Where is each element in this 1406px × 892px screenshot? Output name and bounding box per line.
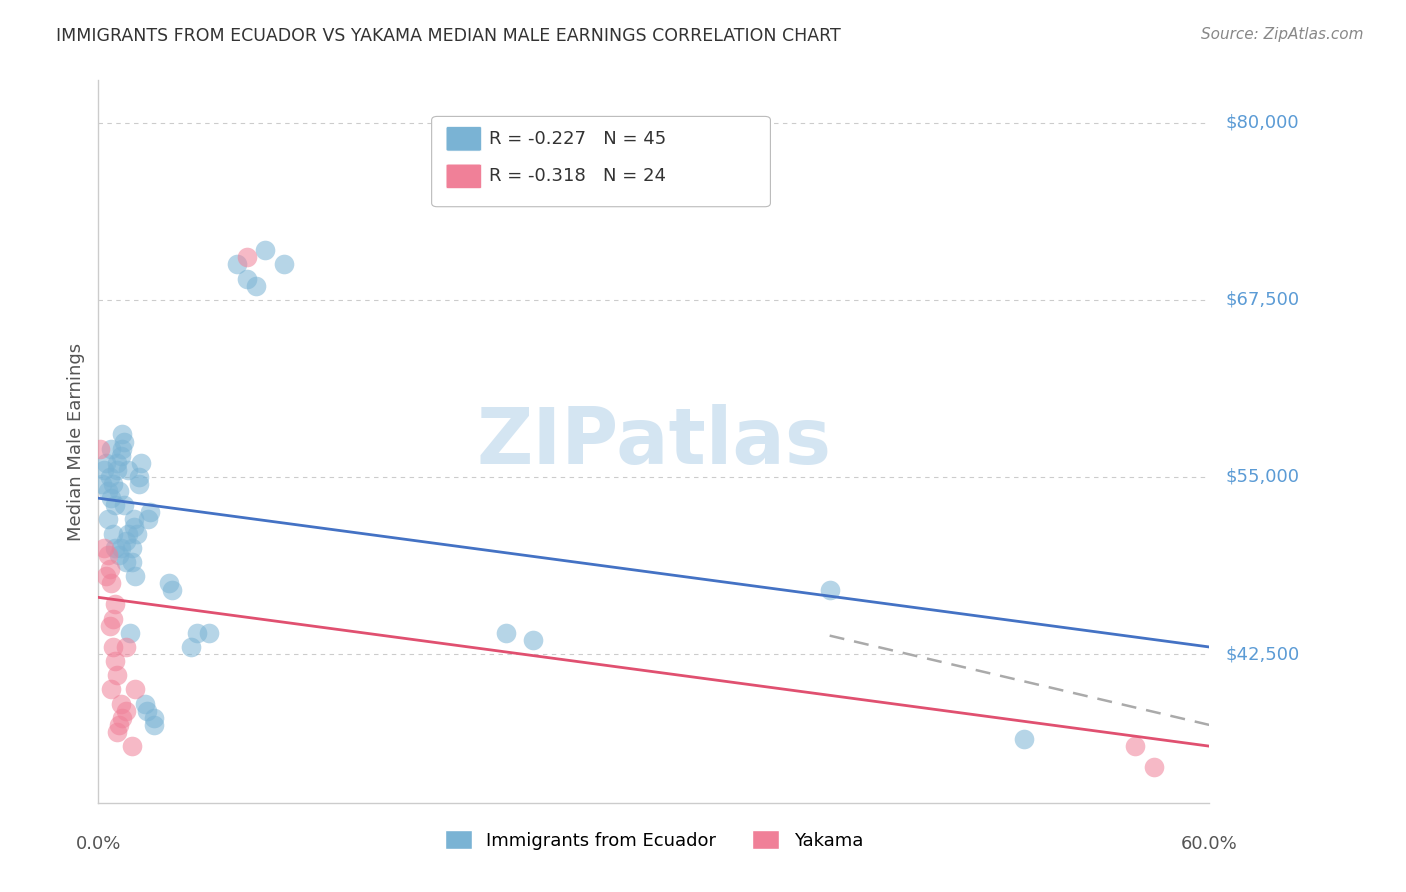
Point — [134, 697, 156, 711]
Point — [97, 484, 120, 499]
Point — [139, 505, 162, 519]
Text: $55,000: $55,000 — [1226, 468, 1299, 486]
Point — [235, 271, 257, 285]
Point — [104, 498, 127, 512]
Point — [100, 442, 122, 456]
Point — [93, 463, 115, 477]
Y-axis label: Median Male Earnings: Median Male Earnings — [66, 343, 84, 541]
Point — [98, 470, 121, 484]
Point — [97, 512, 120, 526]
Point — [121, 555, 143, 569]
FancyBboxPatch shape — [432, 117, 770, 207]
Point — [1143, 760, 1166, 774]
Text: R = -0.227   N = 45: R = -0.227 N = 45 — [489, 130, 666, 148]
Point — [105, 456, 128, 470]
Point — [124, 569, 146, 583]
Point — [198, 625, 221, 640]
Point — [117, 526, 139, 541]
Text: $67,500: $67,500 — [1226, 291, 1301, 309]
Point — [111, 427, 134, 442]
Point — [91, 477, 114, 491]
Point — [121, 739, 143, 753]
Point — [495, 625, 517, 640]
Point — [100, 682, 122, 697]
Text: 0.0%: 0.0% — [76, 835, 121, 854]
Point — [110, 449, 132, 463]
Point — [1012, 732, 1035, 747]
Point — [107, 548, 129, 562]
Point — [235, 251, 257, 265]
Point — [129, 456, 152, 470]
Point — [115, 555, 138, 569]
Text: Source: ZipAtlas.com: Source: ZipAtlas.com — [1201, 27, 1364, 42]
Point — [103, 612, 125, 626]
Point — [121, 541, 143, 555]
Point — [138, 512, 160, 526]
Point — [124, 682, 146, 697]
Point — [93, 541, 115, 555]
Point — [818, 583, 841, 598]
Point — [245, 278, 267, 293]
Point — [107, 718, 129, 732]
Point — [117, 463, 139, 477]
Text: ZIPatlas: ZIPatlas — [477, 403, 831, 480]
Text: 60.0%: 60.0% — [1181, 835, 1237, 854]
Point — [162, 583, 184, 598]
Point — [110, 697, 132, 711]
Point — [226, 257, 249, 271]
Point — [107, 484, 129, 499]
Point — [122, 519, 145, 533]
Point — [522, 632, 544, 647]
Text: $42,500: $42,500 — [1226, 645, 1301, 663]
Text: $80,000: $80,000 — [1226, 114, 1299, 132]
Text: IMMIGRANTS FROM ECUADOR VS YAKAMA MEDIAN MALE EARNINGS CORRELATION CHART: IMMIGRANTS FROM ECUADOR VS YAKAMA MEDIAN… — [56, 27, 841, 45]
Point — [100, 491, 122, 506]
Point — [104, 654, 127, 668]
FancyBboxPatch shape — [446, 164, 482, 189]
Point — [94, 456, 117, 470]
Point — [103, 477, 125, 491]
Point — [115, 640, 138, 654]
Point — [122, 512, 145, 526]
Point — [98, 618, 121, 632]
Point — [273, 257, 295, 271]
Point — [1123, 739, 1146, 753]
Point — [135, 704, 157, 718]
Point — [253, 244, 276, 258]
Point — [103, 640, 125, 654]
Point — [143, 711, 166, 725]
Point — [105, 668, 128, 682]
Point — [128, 470, 150, 484]
Point — [127, 526, 149, 541]
Point — [186, 625, 208, 640]
Point — [98, 562, 121, 576]
Text: R = -0.318   N = 24: R = -0.318 N = 24 — [489, 168, 666, 186]
Point — [112, 498, 135, 512]
Point — [89, 442, 111, 456]
Point — [115, 533, 138, 548]
Point — [128, 477, 150, 491]
Point — [105, 463, 128, 477]
FancyBboxPatch shape — [446, 127, 482, 151]
Point — [105, 725, 128, 739]
Point — [104, 598, 127, 612]
Point — [111, 442, 134, 456]
Point — [100, 576, 122, 591]
Point — [115, 704, 138, 718]
Point — [110, 541, 132, 555]
Point — [111, 711, 134, 725]
Point — [94, 569, 117, 583]
Legend: Immigrants from Ecuador, Yakama: Immigrants from Ecuador, Yakama — [436, 822, 872, 859]
Point — [112, 434, 135, 449]
Point — [103, 526, 125, 541]
Point — [104, 541, 127, 555]
Point — [180, 640, 202, 654]
Point — [97, 548, 120, 562]
Point — [118, 625, 141, 640]
Point — [143, 718, 166, 732]
Point — [157, 576, 180, 591]
